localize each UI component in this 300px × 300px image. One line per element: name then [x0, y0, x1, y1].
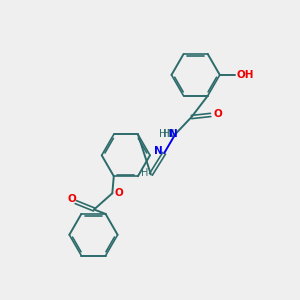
- Text: O: O: [68, 194, 76, 204]
- Text: H: H: [163, 129, 170, 139]
- Text: HN: HN: [159, 129, 175, 139]
- Text: OH: OH: [237, 70, 254, 80]
- Text: O: O: [114, 188, 123, 198]
- Text: O: O: [213, 109, 222, 119]
- Text: N: N: [169, 129, 178, 139]
- Text: N: N: [154, 146, 163, 156]
- Text: H: H: [141, 168, 148, 178]
